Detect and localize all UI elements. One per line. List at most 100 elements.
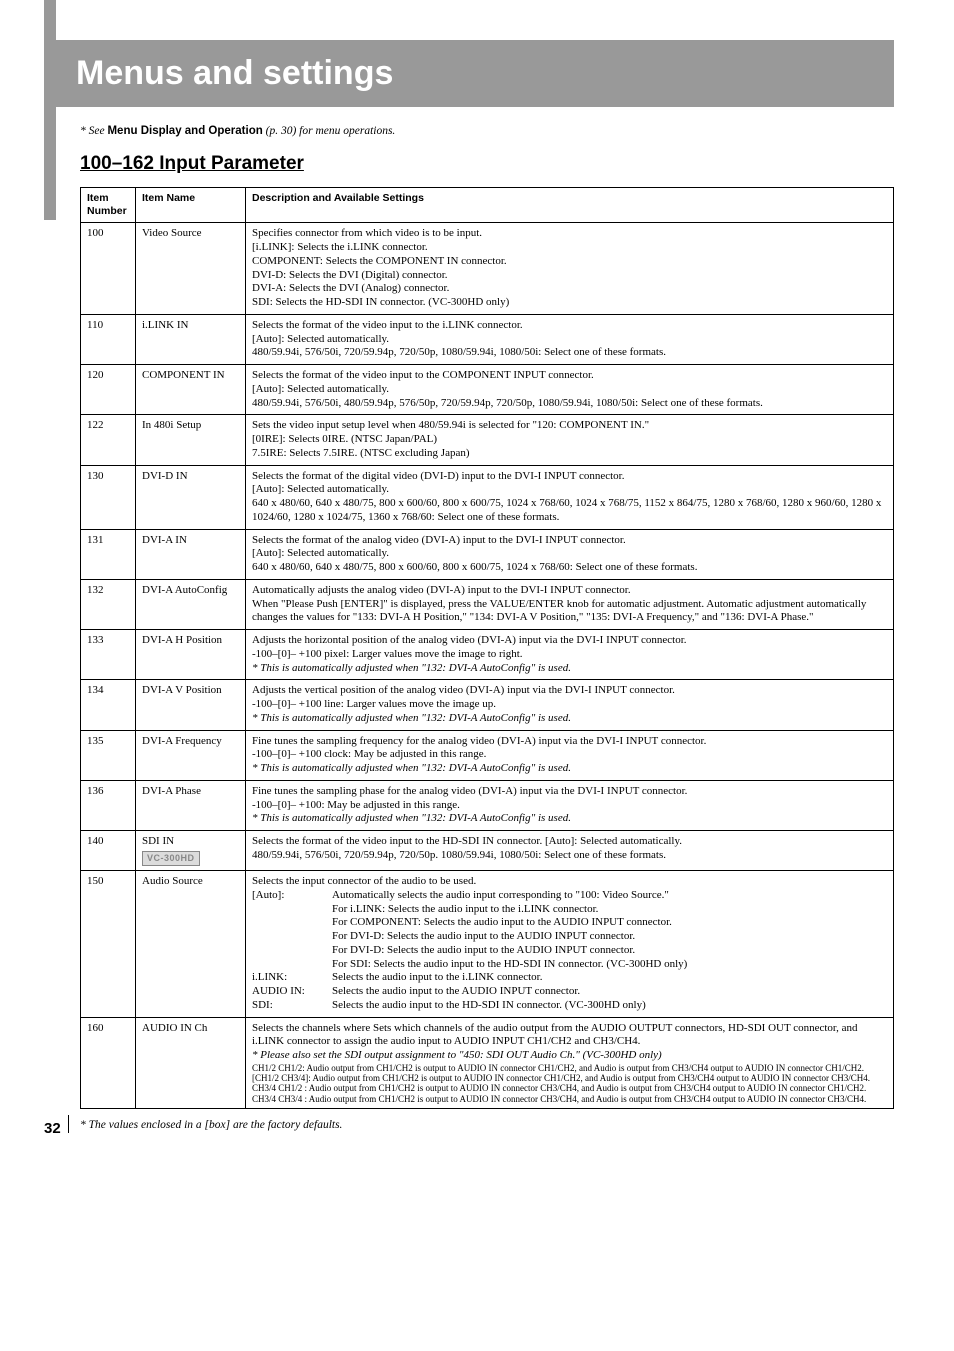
table-row: 120 COMPONENT IN Selects the format of t…	[81, 365, 894, 415]
def-val: Automatically selects the audio input co…	[332, 889, 669, 903]
cell-name-text: SDI IN	[142, 835, 239, 849]
table-row: 134 DVI-A V Position Adjusts the vertica…	[81, 680, 894, 730]
cell-name: COMPONENT IN	[136, 365, 246, 415]
desc-line: DVI-A: Selects the DVI (Analog) connecto…	[252, 282, 887, 296]
page-number: 32	[44, 1120, 61, 1137]
title-block: Menus and settings	[56, 40, 894, 107]
table-row: 140 SDI IN VC-300HD Selects the format o…	[81, 831, 894, 871]
cell-desc: Selects the format of the video input to…	[246, 831, 894, 871]
cell-name: DVI-A H Position	[136, 630, 246, 680]
cell-desc: Selects the format of the digital video …	[246, 465, 894, 529]
desc-tiny: CH3/4 CH3/4 : Audio output from CH1/CH2 …	[252, 1094, 887, 1104]
cell-desc: Specifies connector from which video is …	[246, 223, 894, 315]
def-row: i.LINK:Selects the audio input to the i.…	[252, 971, 887, 985]
cell-desc: Adjusts the horizontal position of the a…	[246, 630, 894, 680]
cell-num: 134	[81, 680, 136, 730]
table-row: 135 DVI-A Frequency Fine tunes the sampl…	[81, 730, 894, 780]
cell-desc: Fine tunes the sampling frequency for th…	[246, 730, 894, 780]
table-row: 150 Audio Source Selects the input conne…	[81, 871, 894, 1018]
cell-num: 140	[81, 831, 136, 871]
cell-num: 132	[81, 579, 136, 629]
desc-line: When "Please Push [ENTER]" is displayed,…	[252, 598, 887, 626]
cell-desc: Adjusts the vertical position of the ana…	[246, 680, 894, 730]
desc-line: [0IRE]: Selects 0IRE. (NTSC Japan/PAL)	[252, 433, 887, 447]
table-header-row: Item Number Item Name Description and Av…	[81, 188, 894, 223]
cell-name: i.LINK IN	[136, 314, 246, 364]
table-row: 100 Video Source Specifies connector fro…	[81, 223, 894, 315]
def-key: AUDIO IN:	[252, 985, 332, 999]
cell-num: 135	[81, 730, 136, 780]
parameter-table: Item Number Item Name Description and Av…	[80, 187, 894, 1109]
desc-line: Adjusts the horizontal position of the a…	[252, 634, 887, 648]
cell-desc: Selects the format of the analog video (…	[246, 529, 894, 579]
desc-line: Selects the channels where Sets which ch…	[252, 1022, 887, 1050]
cell-num: 130	[81, 465, 136, 529]
desc-line: [i.LINK]: Selects the i.LINK connector.	[252, 241, 887, 255]
def-val: For DVI-D: Selects the audio input to th…	[332, 944, 635, 958]
table-row: 130 DVI-D IN Selects the format of the d…	[81, 465, 894, 529]
model-badge: VC-300HD	[142, 851, 200, 866]
desc-line: Adjusts the vertical position of the ana…	[252, 684, 887, 698]
desc-line: Selects the format of the video input to…	[252, 369, 887, 383]
desc-line: Selects the format of the analog video (…	[252, 534, 887, 548]
desc-line-italic: * This is automatically adjusted when "1…	[252, 762, 887, 776]
def-row: For COMPONENT: Selects the audio input t…	[252, 916, 887, 930]
desc-line-italic: * Please also set the SDI output assignm…	[252, 1049, 887, 1063]
desc-line: -100–[0]– +100 pixel: Larger values move…	[252, 648, 887, 662]
def-row: For DVI-D: Selects the audio input to th…	[252, 930, 887, 944]
def-key	[252, 916, 332, 930]
desc-line: Specifies connector from which video is …	[252, 227, 887, 241]
def-val: For DVI-D: Selects the audio input to th…	[332, 930, 635, 944]
top-note: * See Menu Display and Operation (p. 30)…	[80, 125, 894, 137]
def-key: [Auto]:	[252, 889, 332, 903]
def-key	[252, 958, 332, 972]
cell-name: AUDIO IN Ch	[136, 1017, 246, 1109]
cell-name: SDI IN VC-300HD	[136, 831, 246, 871]
desc-line-italic: * This is automatically adjusted when "1…	[252, 712, 887, 726]
desc-line: -100–[0]– +100 line: Larger values move …	[252, 698, 887, 712]
desc-line: Selects the format of the digital video …	[252, 470, 887, 484]
desc-line: SDI: Selects the HD-SDI IN connector. (V…	[252, 296, 887, 310]
top-note-prefix: * See	[80, 125, 107, 137]
table-row: 160 AUDIO IN Ch Selects the channels whe…	[81, 1017, 894, 1109]
cell-name: DVI-A AutoConfig	[136, 579, 246, 629]
desc-line-italic: * This is automatically adjusted when "1…	[252, 812, 887, 826]
desc-line: Automatically adjusts the analog video (…	[252, 584, 887, 598]
def-key: i.LINK:	[252, 971, 332, 985]
cell-desc: Fine tunes the sampling phase for the an…	[246, 780, 894, 830]
desc-line-italic: * This is automatically adjusted when "1…	[252, 662, 887, 676]
page-title: Menus and settings	[76, 54, 874, 93]
def-key	[252, 930, 332, 944]
def-row: [Auto]:Automatically selects the audio i…	[252, 889, 887, 903]
desc-line: 480/59.94i, 576/50i, 480/59.94p, 576/50p…	[252, 397, 887, 411]
def-val: Selects the audio input to the i.LINK co…	[332, 971, 542, 985]
desc-line: DVI-D: Selects the DVI (Digital) connect…	[252, 269, 887, 283]
cell-desc: Selects the input connector of the audio…	[246, 871, 894, 1018]
desc-tiny: CH3/4 CH1/2 : Audio output from CH1/CH2 …	[252, 1083, 887, 1093]
desc-line: -100–[0]– +100 clock: May be adjusted in…	[252, 748, 887, 762]
footnote: * The values enclosed in a [box] are the…	[80, 1119, 894, 1131]
def-key: SDI:	[252, 999, 332, 1013]
desc-line: 640 x 480/60, 640 x 480/75, 800 x 600/60…	[252, 561, 887, 575]
col-item-number: Item Number	[81, 188, 136, 223]
defs-list: [Auto]:Automatically selects the audio i…	[252, 889, 887, 1013]
def-key	[252, 903, 332, 917]
cell-name: Video Source	[136, 223, 246, 315]
desc-line: 7.5IRE: Selects 7.5IRE. (NTSC excluding …	[252, 447, 887, 461]
cell-num: 150	[81, 871, 136, 1018]
top-note-bold: Menu Display and Operation	[107, 125, 262, 137]
cell-num: 122	[81, 415, 136, 465]
table-row: 122 In 480i Setup Sets the video input s…	[81, 415, 894, 465]
cell-name: DVI-A V Position	[136, 680, 246, 730]
table-row: 136 DVI-A Phase Fine tunes the sampling …	[81, 780, 894, 830]
desc-line: 480/59.94i, 576/50i, 720/59.94p, 720/50p…	[252, 849, 887, 863]
cell-num: 160	[81, 1017, 136, 1109]
def-val: For i.LINK: Selects the audio input to t…	[332, 903, 598, 917]
table-row: 110 i.LINK IN Selects the format of the …	[81, 314, 894, 364]
desc-line: Selects the input connector of the audio…	[252, 875, 887, 889]
def-val: For COMPONENT: Selects the audio input t…	[332, 916, 672, 930]
col-description: Description and Available Settings	[246, 188, 894, 223]
page-number-bar	[68, 1115, 69, 1133]
desc-line: COMPONENT: Selects the COMPONENT IN conn…	[252, 255, 887, 269]
desc-line: Fine tunes the sampling phase for the an…	[252, 785, 887, 799]
